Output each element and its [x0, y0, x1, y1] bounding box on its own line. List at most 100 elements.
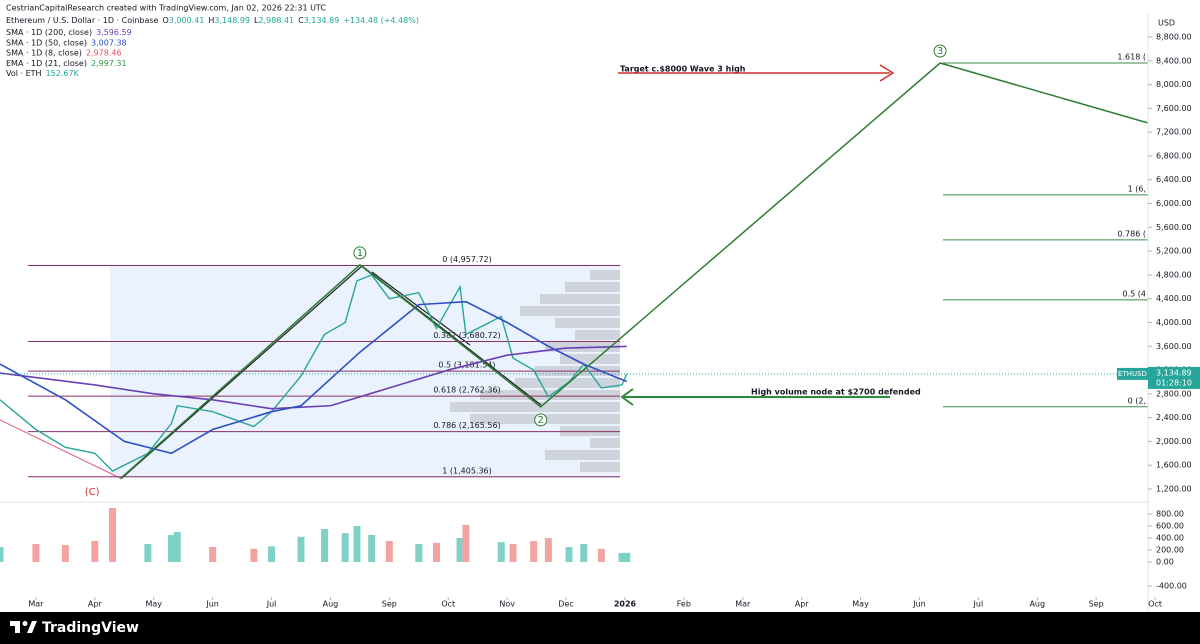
y-tick-label: 2,000.00: [1156, 437, 1192, 446]
fib-ext-label: 0 (2,: [1128, 396, 1146, 405]
countdown-label: 01:28:10: [1156, 378, 1192, 387]
legend-item: SMA · 1D (50, close) 3,007.38: [6, 38, 127, 47]
x-tick-label: Dec: [558, 600, 573, 609]
ohlc-value: 3,148.99: [214, 16, 250, 25]
fib-ext-label: 0.5 (4: [1123, 289, 1146, 298]
fib-ext-label: 1 (6,: [1128, 184, 1146, 193]
indicator-value: 2,997.31: [91, 58, 127, 67]
legend-item: Vol · ETH 152.67K: [6, 69, 80, 78]
fib-label: 0.382 (3,680.72): [433, 331, 500, 340]
indicator-value: 3,596.59: [96, 28, 132, 37]
x-tick-label: 2026: [614, 600, 637, 609]
wave-circle: [353, 246, 367, 260]
volume-bar: [250, 548, 258, 562]
indicator-name: Vol · ETH: [6, 69, 42, 78]
y-tick-label: 8,800.00: [1156, 33, 1192, 42]
brand: TradingView: [42, 620, 139, 636]
fib-label: 0 (4,957.72): [442, 255, 492, 264]
y2-tick-label: 0.00: [1156, 557, 1174, 566]
annotation: High volume node at $2700 defended: [751, 388, 921, 397]
y-tick-label: 4,400.00: [1156, 294, 1192, 303]
y-tick-label: 4,000.00: [1156, 318, 1192, 327]
x-tick-label: Jul: [973, 600, 984, 609]
y2-tick-label: -400.00: [1156, 581, 1187, 590]
volume-bar: [368, 534, 376, 562]
x-tick-label: Feb: [677, 600, 691, 609]
y-tick-label: 6,800.00: [1156, 151, 1192, 160]
volume-bar: [268, 546, 276, 562]
x-tick-label: Sep: [1089, 600, 1104, 609]
y-tick-label: 7,600.00: [1156, 104, 1192, 113]
wave-line: [119, 62, 1149, 480]
wave-label: 2: [538, 415, 544, 426]
price-line: [0, 274, 628, 473]
indicator-name: SMA · 1D (8, close): [6, 48, 82, 57]
y-tick-label: 8,400.00: [1156, 56, 1192, 65]
y-tick-label: 4,800.00: [1156, 270, 1192, 279]
indicator-name: SMA · 1D (200, close): [6, 28, 92, 37]
x-tick-label: Mar: [28, 600, 44, 609]
x-tick-label: Aug: [323, 600, 339, 609]
legend-item: SMA · 1D (8, close) 2,978.46: [6, 48, 122, 57]
x-tick-label: Oct: [1148, 600, 1162, 609]
volume-bar: [415, 543, 423, 562]
x-tick-label: Sep: [382, 600, 397, 609]
ohlc-key: H: [208, 16, 214, 25]
x-tick-label: Aug: [1029, 600, 1045, 609]
volume-bar: [462, 524, 470, 562]
volume-bar: [297, 536, 305, 562]
x-tick-label: Jul: [266, 600, 277, 609]
y-tick-label: 5,600.00: [1156, 223, 1192, 232]
volume-bar: [565, 546, 573, 562]
y2-tick-label: 600.00: [1156, 521, 1184, 530]
volume-bar: [456, 537, 464, 562]
footer: [0, 612, 1200, 644]
indicator-value: 3,007.38: [91, 38, 127, 47]
x-tick-label: Jun: [205, 600, 219, 609]
ohlc-value: 2,988.41: [259, 16, 295, 25]
fib-label: 1 (1,405.36): [442, 466, 492, 475]
volume-bar: [209, 546, 217, 562]
header: CestrianCapitalResearch created with Tra…: [6, 4, 326, 13]
volume-bar: [509, 543, 517, 562]
volume-bar: [497, 542, 505, 562]
volume-bar: [618, 552, 626, 562]
x-tick-label: Oct: [441, 600, 455, 609]
y-tick-label: 8,000.00: [1156, 80, 1192, 89]
plot: 0 (4,957.72)0.382 (3,680.72)0.5 (3,181.5…: [0, 44, 1149, 562]
y-tick-label: 5,200.00: [1156, 247, 1192, 256]
volume-bar: [353, 525, 361, 562]
y-tick-label: 2,400.00: [1156, 413, 1192, 422]
y-tick-label: 7,200.00: [1156, 128, 1192, 137]
annotation: Target c.$8000 Wave 3 high: [620, 65, 746, 74]
legend-main: Ethereum / U.S. Dollar · 1D · Coinbase O3…: [6, 16, 419, 25]
ohlc-value: 3,000.41: [169, 16, 205, 25]
volume-bar: [144, 543, 152, 562]
ma-line: [0, 345, 627, 410]
symbol-label: ETHUSD: [1118, 370, 1147, 378]
ohlc-change: +134.48 (+4.48%): [343, 16, 419, 25]
y2-tick-label: 200.00: [1156, 545, 1184, 554]
indicator-name: SMA · 1D (50, close): [6, 38, 87, 47]
x-tick-label: May: [852, 600, 869, 609]
indicator-value: 2,978.46: [86, 48, 122, 57]
x-tick-label: Apr: [795, 600, 810, 609]
volume-bar: [0, 546, 4, 562]
wave-circle: [933, 44, 947, 58]
x-tick-label: May: [145, 600, 162, 609]
logo: [10, 621, 37, 633]
volume-bar: [580, 543, 588, 562]
fib-ext-label: 1.618 (: [1117, 53, 1146, 62]
volume-bar: [173, 531, 181, 562]
y-tick-label: 6,400.00: [1156, 175, 1192, 184]
volume-bar: [109, 507, 117, 562]
y-tick-label: 2,800.00: [1156, 389, 1192, 398]
ohlc-key: O: [162, 16, 168, 25]
arrow-head: [620, 388, 634, 406]
x-tick-label: Nov: [499, 600, 515, 609]
price-tag: [1148, 366, 1200, 389]
volume-bar: [167, 534, 175, 562]
volume-bar: [530, 540, 538, 562]
wave-circle: [534, 413, 548, 427]
